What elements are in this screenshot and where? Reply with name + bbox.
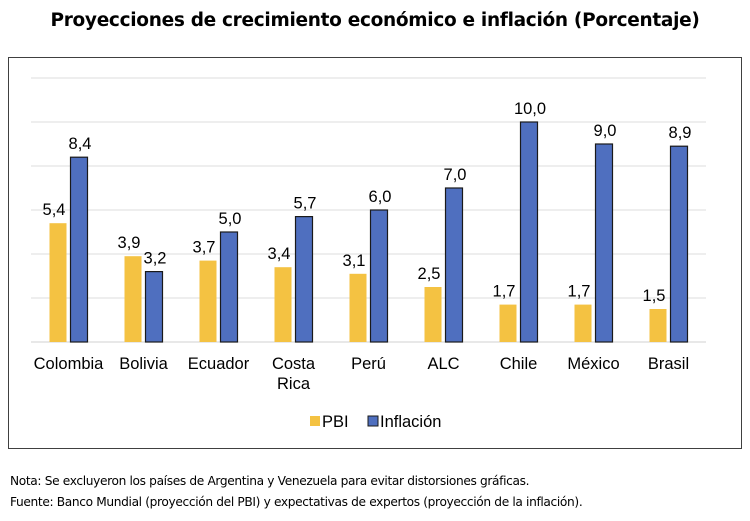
data-label: 7,0 [444, 166, 467, 184]
data-label: 3,7 [193, 239, 216, 257]
x-tick-label: Colombia [34, 355, 105, 373]
bar-pbi [574, 304, 592, 342]
bar-inflacion [69, 156, 89, 343]
data-label: 3,9 [118, 234, 141, 252]
data-label: 1,7 [493, 283, 516, 301]
bar-inflacion [519, 121, 539, 343]
data-label: 6,0 [369, 188, 392, 206]
legend-label: Inflación [380, 413, 441, 431]
chart-title: Proyecciones de crecimiento económico e … [50, 10, 700, 31]
data-label: 1,5 [643, 287, 666, 305]
data-label: 1,7 [568, 283, 591, 301]
data-label: 3,1 [343, 252, 366, 270]
bar-pbi [349, 273, 367, 342]
bar-pbi [49, 223, 67, 342]
data-label: 2,5 [418, 265, 441, 283]
x-tick-label: ALC [427, 355, 459, 373]
bar-inflacion [219, 231, 239, 343]
x-tick-label: Brasil [648, 355, 689, 373]
data-label: 10,0 [514, 100, 546, 118]
bar-pbi [124, 256, 142, 342]
x-tick-label: Rica [277, 375, 311, 393]
x-tick-labels: Colombia Bolivia Ecuador Costa Rica Perú ALC Ch… [34, 355, 689, 393]
bar-inflacion [144, 271, 164, 343]
bar-pbi [424, 287, 442, 342]
bar-inflacion [294, 216, 314, 343]
data-label: 8,9 [669, 124, 692, 142]
bar-inflacion [669, 145, 689, 343]
legend-swatch [367, 415, 379, 427]
bar-pbi [199, 260, 217, 342]
x-tick-label: Chile [500, 355, 538, 373]
x-tick-label: Perú [351, 355, 386, 373]
legend-label: PBI [322, 413, 349, 431]
data-label: 3,4 [268, 245, 291, 263]
bar-pbi [499, 304, 517, 342]
x-tick-label: México [567, 355, 619, 373]
data-label: 3,2 [144, 250, 167, 268]
data-label: 9,0 [594, 122, 617, 140]
x-tick-label: Costa [272, 355, 316, 373]
source-text: Fuente: Banco Mundial (proyección del PB… [10, 495, 583, 509]
data-label: 5,0 [219, 210, 242, 228]
bar-inflacion [594, 143, 614, 343]
bar-inflacion [369, 209, 389, 343]
data-labels: 5,4 8,4 3,93,2 3,75,0 3,4 5,7 3,1 6,0 2,5 7,0 1,7 1… [43, 100, 692, 305]
x-tick-label: Bolivia [119, 355, 168, 373]
bars [49, 121, 689, 343]
data-label: 5,7 [294, 195, 317, 213]
bar-inflacion [444, 187, 464, 343]
legend-swatch [310, 416, 320, 426]
legend: PBI Inflación [310, 413, 441, 431]
note-text: Nota: Se excluyeron los países de Argent… [10, 474, 530, 488]
bar-pbi [274, 267, 292, 342]
data-label: 8,4 [69, 135, 92, 153]
data-label: 5,4 [43, 201, 66, 219]
bar-pbi [649, 309, 667, 342]
x-tick-label: Ecuador [188, 355, 250, 373]
footnotes: Nota: Se excluyeron los países de Argent… [10, 471, 583, 513]
gridlines [31, 77, 706, 343]
